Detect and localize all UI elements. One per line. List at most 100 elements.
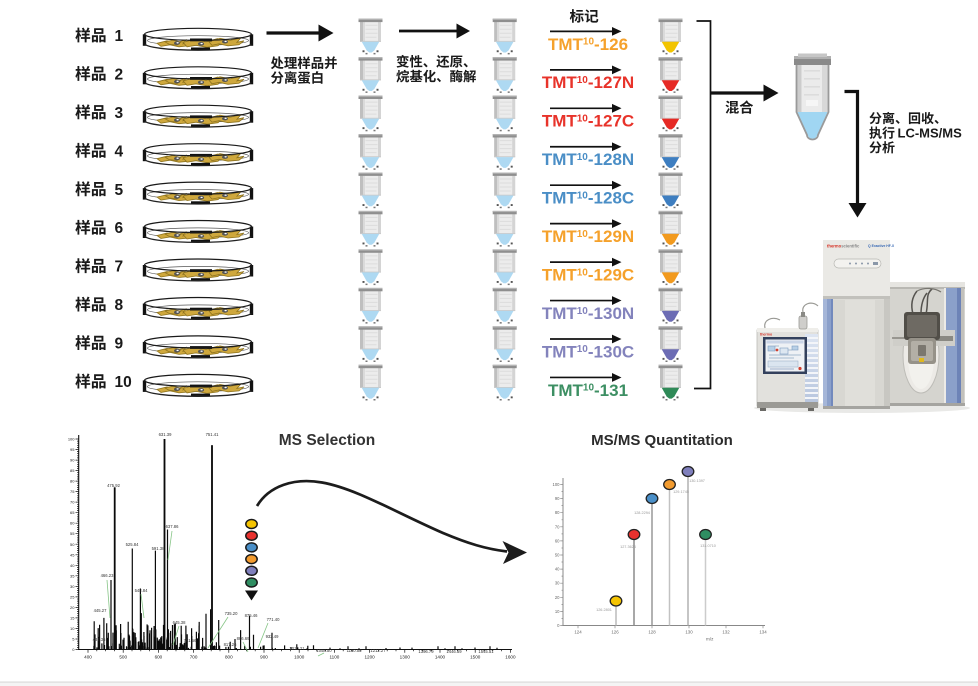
svg-text:466.23: 466.23 xyxy=(101,573,114,578)
svg-text:TMT10-128N: TMT10-128N xyxy=(542,150,634,169)
svg-text:1100: 1100 xyxy=(329,655,339,660)
svg-text:30: 30 xyxy=(70,584,75,589)
svg-text:800: 800 xyxy=(225,655,233,660)
svg-text:90: 90 xyxy=(70,458,75,463)
svg-text:432.35: 432.35 xyxy=(93,637,106,642)
svg-text:10: 10 xyxy=(555,609,560,614)
svg-text:130: 130 xyxy=(685,630,693,635)
svg-text:TMT10-126: TMT10-126 xyxy=(548,35,628,54)
svg-text:126: 126 xyxy=(611,630,619,635)
svg-text:1500: 1500 xyxy=(470,655,481,660)
svg-text:40: 40 xyxy=(70,563,75,568)
svg-text:3: 3 xyxy=(115,105,124,122)
svg-text:1000: 1000 xyxy=(294,655,305,660)
svg-text:60: 60 xyxy=(555,538,560,543)
svg-text:TMT10-127C: TMT10-127C xyxy=(542,112,634,131)
svg-text:1200: 1200 xyxy=(364,655,375,660)
svg-text:475.92: 475.92 xyxy=(107,483,120,488)
svg-text:50: 50 xyxy=(555,553,560,558)
svg-text:TMT10-127N: TMT10-127N xyxy=(542,73,634,92)
svg-text:m/z: m/z xyxy=(706,637,714,642)
svg-text:TMT10-128C: TMT10-128C xyxy=(542,189,634,208)
svg-text:932.49: 932.49 xyxy=(266,634,279,639)
svg-text:128.2294: 128.2294 xyxy=(634,511,650,515)
svg-text:735.20: 735.20 xyxy=(225,611,238,616)
svg-text:500: 500 xyxy=(119,655,127,660)
svg-text:131.0710: 131.0710 xyxy=(700,544,716,548)
svg-text:70: 70 xyxy=(70,500,75,505)
svg-text:1160.58: 1160.58 xyxy=(347,648,362,653)
svg-text:128: 128 xyxy=(648,630,656,635)
svg-text:1: 1 xyxy=(115,28,124,45)
svg-text:70: 70 xyxy=(555,524,560,529)
svg-text:MS/MS Quantitation: MS/MS Quantitation xyxy=(591,432,733,449)
svg-text:129.1745: 129.1745 xyxy=(673,490,689,494)
svg-text:9: 9 xyxy=(115,336,124,353)
svg-text:1010.21: 1010.21 xyxy=(289,646,305,651)
svg-text:MS Selection: MS Selection xyxy=(279,432,375,449)
svg-text:5: 5 xyxy=(115,182,124,199)
svg-text:TMT10-130N: TMT10-130N xyxy=(542,304,634,323)
svg-text:124: 124 xyxy=(574,630,582,635)
svg-text:TMT10-131: TMT10-131 xyxy=(548,381,628,400)
svg-text:TMT10-129C: TMT10-129C xyxy=(542,266,634,285)
svg-text:20: 20 xyxy=(70,605,75,610)
svg-text:817.26: 817.26 xyxy=(224,642,237,647)
svg-text:645.38: 645.38 xyxy=(173,620,186,625)
svg-text:1600: 1600 xyxy=(505,655,516,660)
svg-text:1400: 1400 xyxy=(435,655,446,660)
svg-text:thermoscientific: thermoscientific xyxy=(827,244,860,249)
svg-text:1446.59: 1446.59 xyxy=(446,649,462,654)
svg-text:50: 50 xyxy=(70,542,75,547)
svg-text:20: 20 xyxy=(555,595,560,600)
svg-text:80: 80 xyxy=(555,510,560,515)
svg-text:400: 400 xyxy=(84,655,92,660)
svg-text:525.84: 525.84 xyxy=(126,542,139,547)
svg-text:85: 85 xyxy=(70,468,75,473)
svg-text:30: 30 xyxy=(555,581,560,586)
svg-text:637.86: 637.86 xyxy=(166,524,179,529)
svg-text:100: 100 xyxy=(68,437,75,442)
svg-text:TMT10-129N: TMT10-129N xyxy=(542,227,634,246)
svg-text:126.2801: 126.2801 xyxy=(596,608,612,612)
svg-text:40: 40 xyxy=(555,567,560,572)
svg-text:100: 100 xyxy=(553,482,561,487)
svg-text:700: 700 xyxy=(190,655,198,660)
svg-text:65: 65 xyxy=(70,510,75,515)
svg-text:45: 45 xyxy=(70,552,75,557)
svg-text:4: 4 xyxy=(115,143,124,160)
svg-text:132: 132 xyxy=(722,630,730,635)
svg-text:0: 0 xyxy=(72,647,75,652)
svg-text:60: 60 xyxy=(70,521,75,526)
svg-text:631.39: 631.39 xyxy=(159,432,172,437)
svg-text:591.38: 591.38 xyxy=(152,546,165,551)
svg-text:7: 7 xyxy=(115,259,124,276)
svg-text:55: 55 xyxy=(70,531,75,536)
svg-text:Q Exactive HF-X: Q Exactive HF-X xyxy=(868,244,895,248)
svg-text:731.56: 731.56 xyxy=(184,638,197,643)
svg-text:75: 75 xyxy=(70,489,75,494)
svg-text:875.46: 875.46 xyxy=(245,613,258,618)
svg-text:751.41: 751.41 xyxy=(206,432,219,437)
svg-text:445.27: 445.27 xyxy=(94,608,107,613)
svg-text:548.84: 548.84 xyxy=(135,588,148,593)
svg-text:1545.51: 1545.51 xyxy=(478,649,494,654)
svg-text:2: 2 xyxy=(115,67,124,84)
svg-text:8: 8 xyxy=(115,297,124,314)
svg-text:0: 0 xyxy=(557,623,560,628)
svg-text:TMT10-130C: TMT10-130C xyxy=(542,342,634,361)
svg-text:5: 5 xyxy=(72,637,75,642)
svg-text:25: 25 xyxy=(70,594,75,599)
svg-text:900: 900 xyxy=(260,655,268,660)
svg-text:127.3624: 127.3624 xyxy=(620,545,636,549)
svg-text:1396.79: 1396.79 xyxy=(418,649,434,654)
svg-text:1300: 1300 xyxy=(400,655,411,660)
svg-text:134: 134 xyxy=(759,630,767,635)
svg-text:6: 6 xyxy=(115,220,124,237)
svg-text:LC-MS/MS: LC-MS/MS xyxy=(898,126,963,141)
svg-text:600: 600 xyxy=(155,655,163,660)
svg-text:886.69: 886.69 xyxy=(237,636,250,641)
svg-text:35: 35 xyxy=(70,573,75,578)
svg-text:80: 80 xyxy=(70,479,75,484)
svg-text:1058.50: 1058.50 xyxy=(316,648,332,653)
